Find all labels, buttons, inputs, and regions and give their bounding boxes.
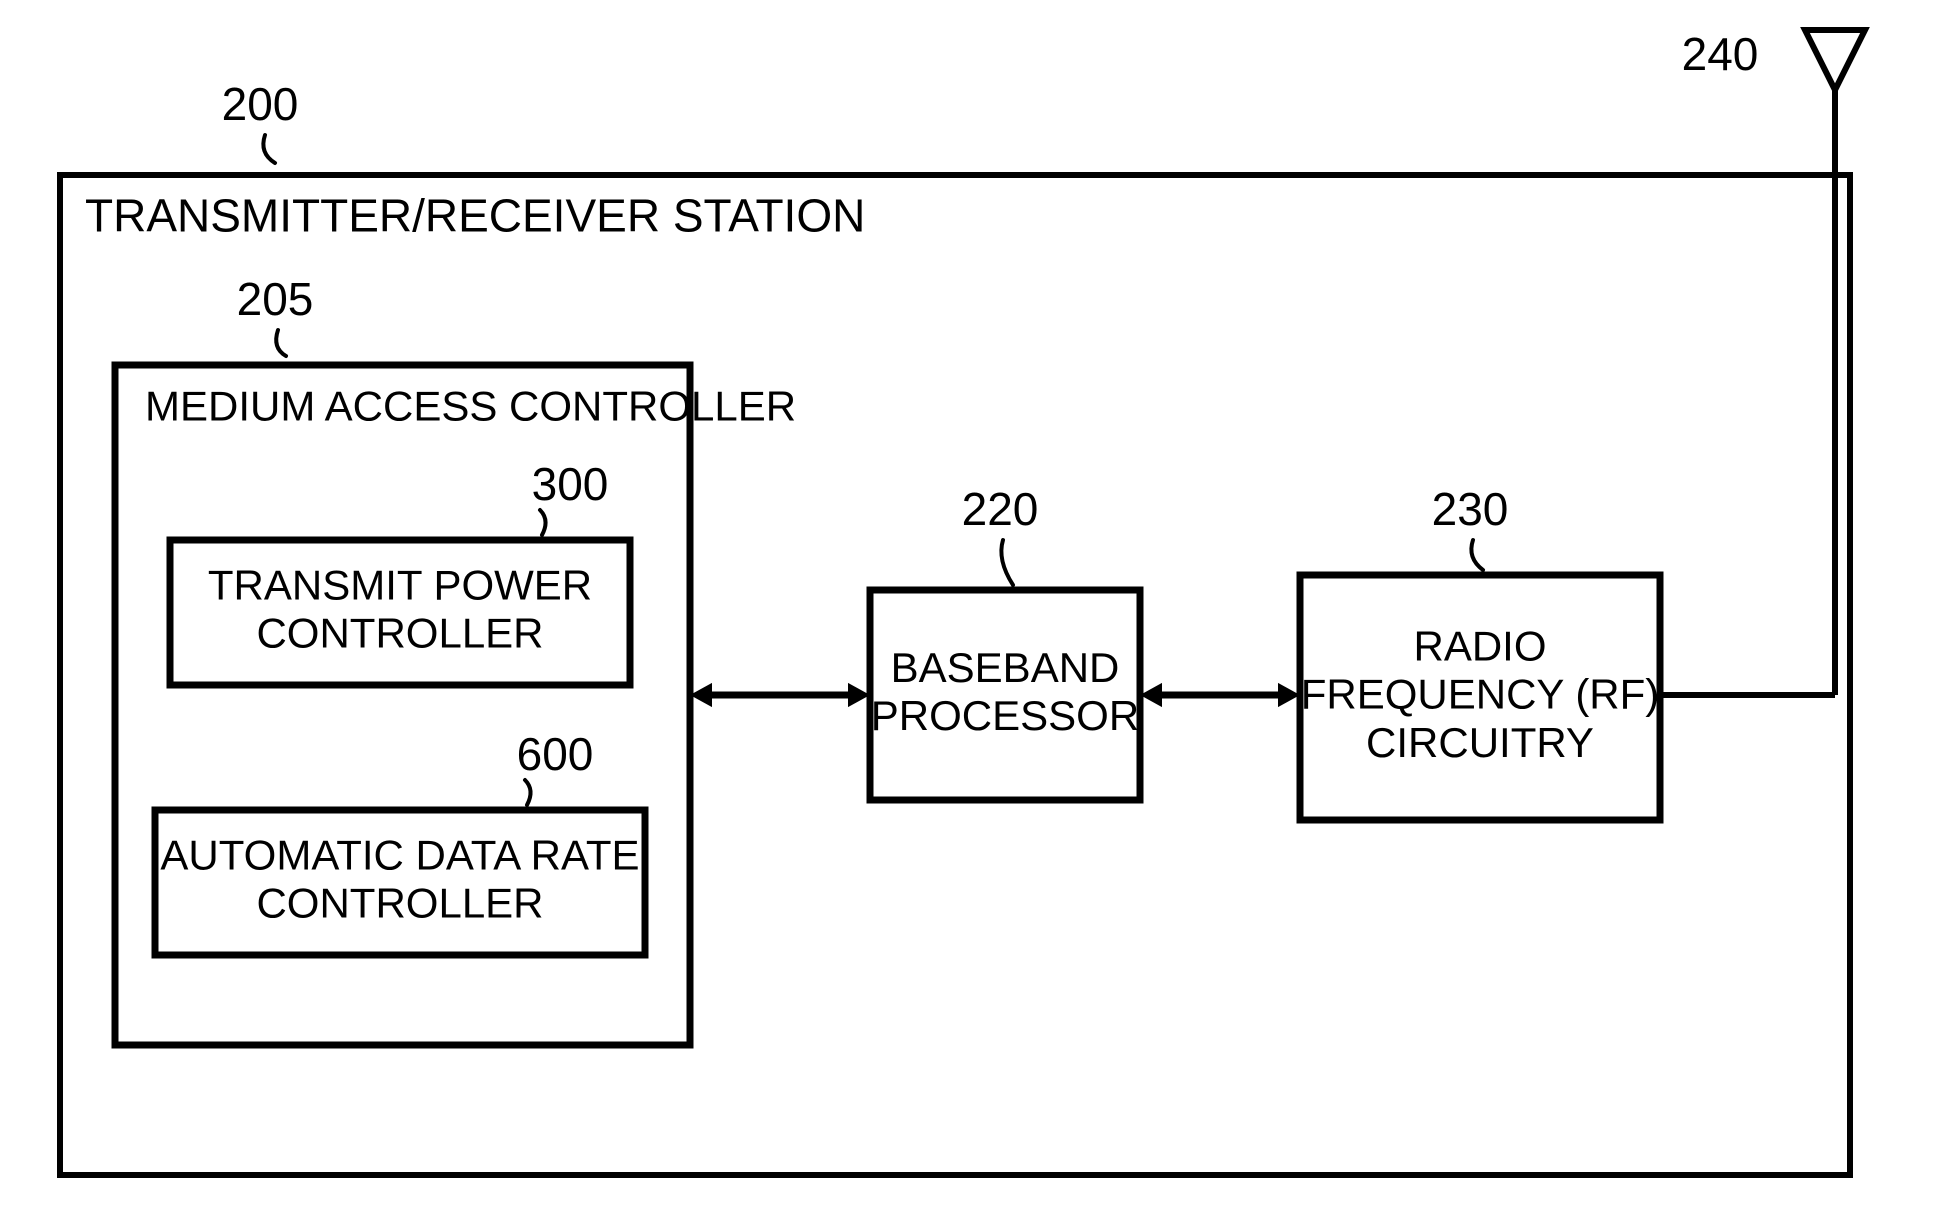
rf-label-0: RADIO bbox=[1413, 622, 1546, 669]
outer-title: TRANSMITTER/RECEIVER STATION bbox=[85, 190, 865, 242]
tpc-label-1: CONTROLLER bbox=[256, 610, 543, 657]
bbp-label-0: BASEBAND bbox=[891, 644, 1120, 691]
adrc-label-0: AUTOMATIC DATA RATE bbox=[160, 831, 639, 878]
bbp-label-1: PROCESSOR bbox=[871, 692, 1139, 739]
adrc-ref: 600 bbox=[517, 728, 594, 780]
rf-label-2: CIRCUITRY bbox=[1366, 719, 1594, 766]
antenna-ref: 240 bbox=[1682, 28, 1759, 80]
mac-title: MEDIUM ACCESS CONTROLLER bbox=[145, 382, 796, 429]
rf-ref: 230 bbox=[1432, 483, 1509, 535]
tpc-ref: 300 bbox=[532, 458, 609, 510]
rf-label-1: FREQUENCY (RF) bbox=[1301, 671, 1660, 718]
outer-ref: 200 bbox=[222, 78, 299, 130]
adrc-label-1: CONTROLLER bbox=[256, 880, 543, 927]
mac-ref: 205 bbox=[237, 273, 314, 325]
bbp-ref: 220 bbox=[962, 483, 1039, 535]
tpc-label-0: TRANSMIT POWER bbox=[208, 561, 592, 608]
